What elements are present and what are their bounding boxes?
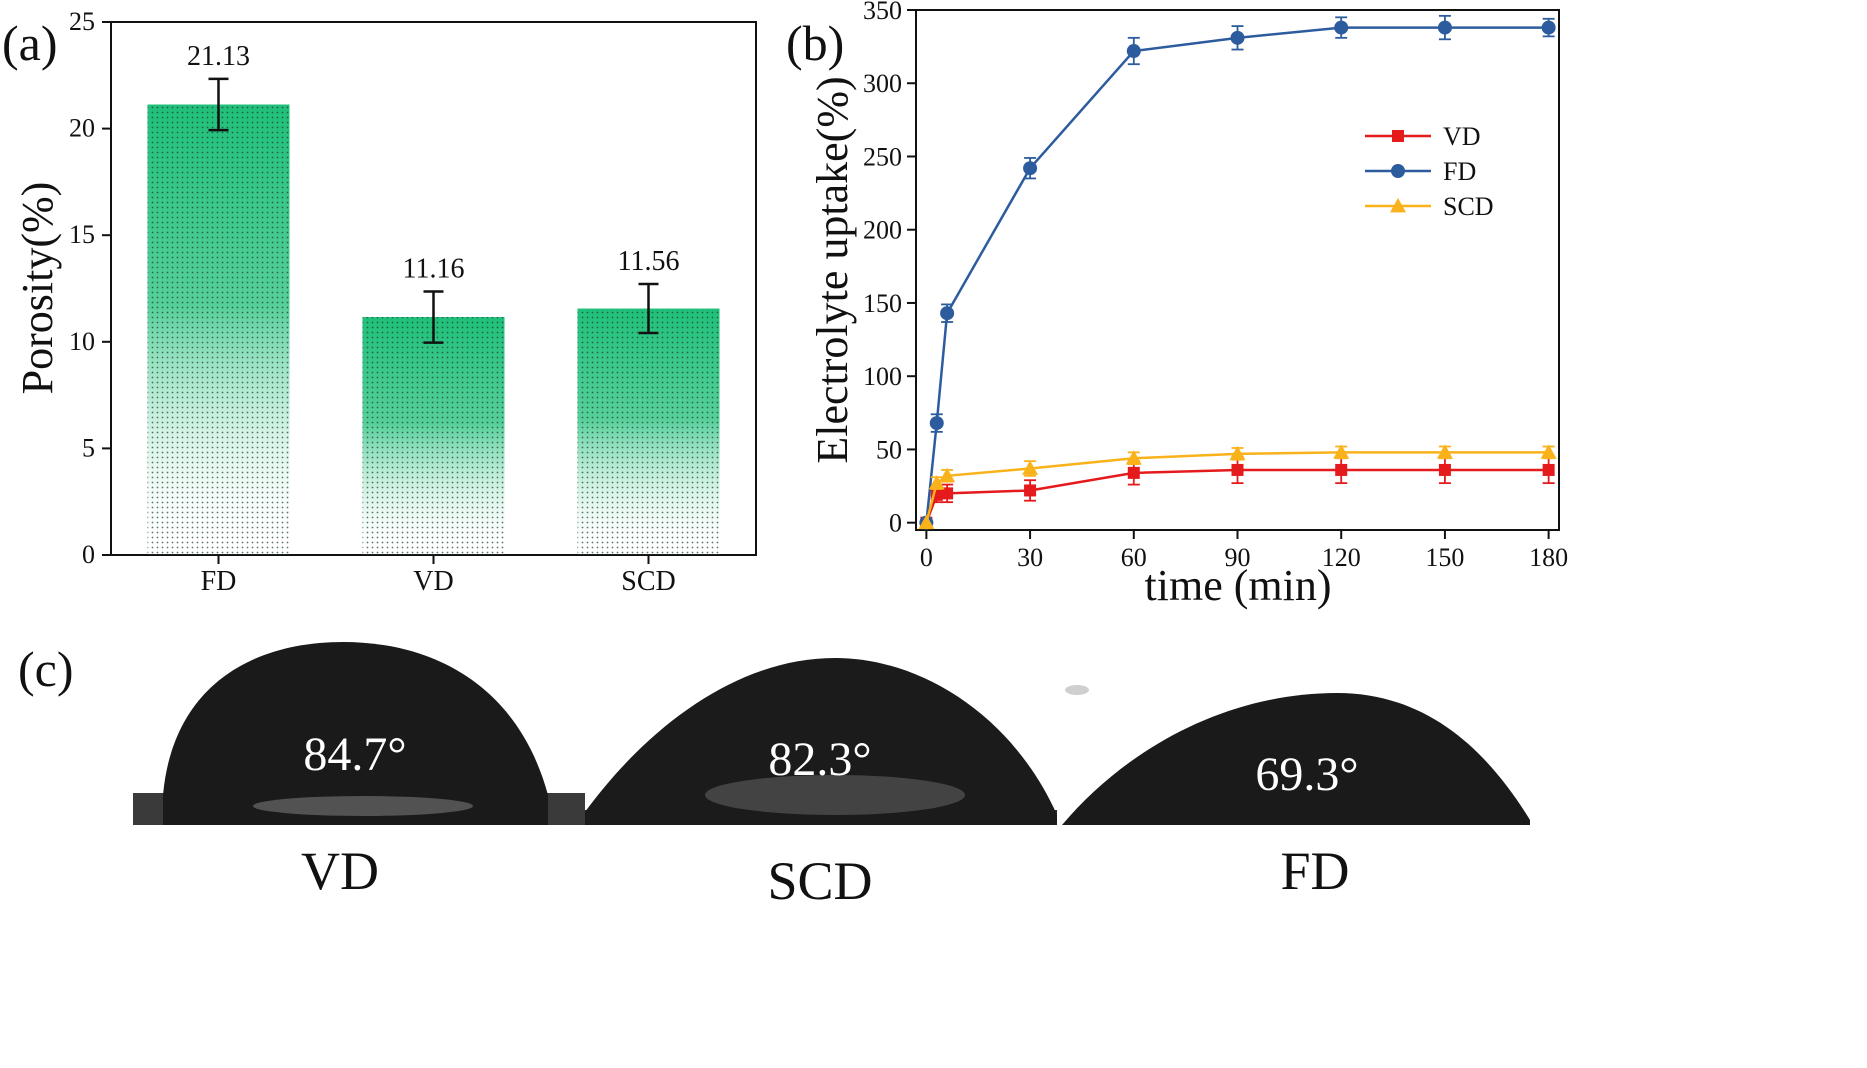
data-point	[1022, 460, 1039, 475]
x-tick-label: 180	[1529, 543, 1568, 572]
x-tick-label: VD	[413, 566, 453, 597]
y-tick-label: 350	[863, 0, 902, 25]
caption-vd: VD	[301, 841, 379, 901]
panel-b-label: (b)	[786, 15, 845, 71]
legend-label: VD	[1443, 122, 1481, 151]
y-tick-label: 0	[82, 540, 95, 569]
y-axis-label: Porosity(%)	[13, 182, 62, 395]
caption-fd: FD	[1280, 841, 1350, 901]
bar-texture	[577, 308, 720, 555]
data-point	[940, 306, 955, 321]
x-tick-label: FD	[201, 566, 237, 597]
series-fd	[919, 14, 1556, 530]
data-point	[1436, 444, 1453, 459]
y-tick-label: 100	[863, 362, 902, 391]
y-tick-label: 5	[82, 433, 95, 462]
data-point	[1391, 164, 1405, 178]
y-tick-label: 20	[69, 114, 95, 143]
data-point	[1392, 130, 1404, 142]
data-point	[928, 475, 945, 490]
contact-angle-image-fd: 69.3°	[1057, 630, 1530, 830]
x-tick-label: 60	[1121, 543, 1147, 572]
x-axis-label: time (min)	[1145, 561, 1332, 610]
panel-a-label: (a)	[2, 15, 58, 71]
contact-angle-image-vd: 84.7°	[133, 630, 585, 830]
contact-angle-value: 82.3°	[768, 733, 871, 786]
data-point	[1024, 484, 1037, 497]
caption-scd: SCD	[767, 851, 873, 911]
data-point	[1127, 466, 1140, 479]
data-label: 11.16	[403, 253, 465, 284]
contact-angle-value: 84.7°	[303, 728, 406, 781]
x-tick-label: 30	[1017, 543, 1043, 572]
y-tick-label: 0	[889, 509, 902, 538]
data-point	[1541, 20, 1556, 35]
data-point	[1334, 20, 1349, 35]
data-point	[1126, 44, 1141, 59]
data-point	[1390, 198, 1406, 213]
bar-texture	[362, 317, 505, 555]
data-point	[1540, 444, 1557, 459]
y-tick-label: 300	[863, 69, 902, 98]
legend-item-fd: FD	[1365, 157, 1476, 186]
data-label: 11.56	[618, 246, 680, 277]
x-tick-label: 150	[1425, 543, 1464, 572]
data-point	[939, 467, 956, 483]
legend-item-vd: VD	[1365, 122, 1481, 151]
data-point	[1542, 463, 1555, 476]
data-point	[1230, 30, 1245, 45]
data-point	[1438, 463, 1451, 476]
y-axis-label: Electrolyte uptake(%)	[808, 76, 857, 463]
series-scd	[918, 444, 1557, 530]
data-point	[1023, 161, 1038, 176]
series-vd	[920, 455, 1555, 529]
y-tick-label: 200	[863, 216, 902, 245]
y-tick-label: 150	[863, 289, 902, 318]
x-tick-label: SCD	[621, 566, 675, 597]
legend-item-scd: SCD	[1365, 192, 1494, 221]
contact-angle-value: 69.3°	[1255, 748, 1358, 801]
data-point	[941, 487, 954, 500]
y-tick-label: 15	[69, 220, 95, 249]
legend-label: FD	[1443, 157, 1476, 186]
data-point	[1335, 463, 1348, 476]
x-tick-label: 0	[920, 543, 933, 572]
data-point	[1333, 444, 1350, 459]
y-tick-label: 250	[863, 142, 902, 171]
data-label: 21.13	[187, 41, 250, 72]
data-point	[1437, 20, 1452, 35]
electrolyte-uptake-line-chart: 0 50 100 150 200 250 300 350 0 30 60 90 120 150 180 VD…	[808, 0, 1568, 610]
bar-texture	[147, 104, 290, 556]
porosity-bar-chart: 0 5 10 15 20 25 21.13 FD 11.16 VD 11.56 SCD Porosi…	[13, 7, 757, 597]
data-point	[1125, 450, 1142, 465]
y-tick-label: 10	[69, 327, 95, 356]
data-point	[918, 514, 935, 530]
panel-c-label: (c)	[18, 641, 74, 697]
data-point	[929, 416, 944, 431]
contact-angle-image-scd: 82.3°	[585, 630, 1057, 830]
y-tick-label: 50	[876, 435, 902, 464]
y-tick-label: 25	[69, 7, 95, 36]
x-tick-label: 120	[1322, 543, 1361, 572]
x-tick-label: 90	[1225, 543, 1251, 572]
data-point	[1229, 445, 1246, 461]
legend-label: SCD	[1443, 192, 1494, 221]
data-point	[1231, 463, 1244, 476]
